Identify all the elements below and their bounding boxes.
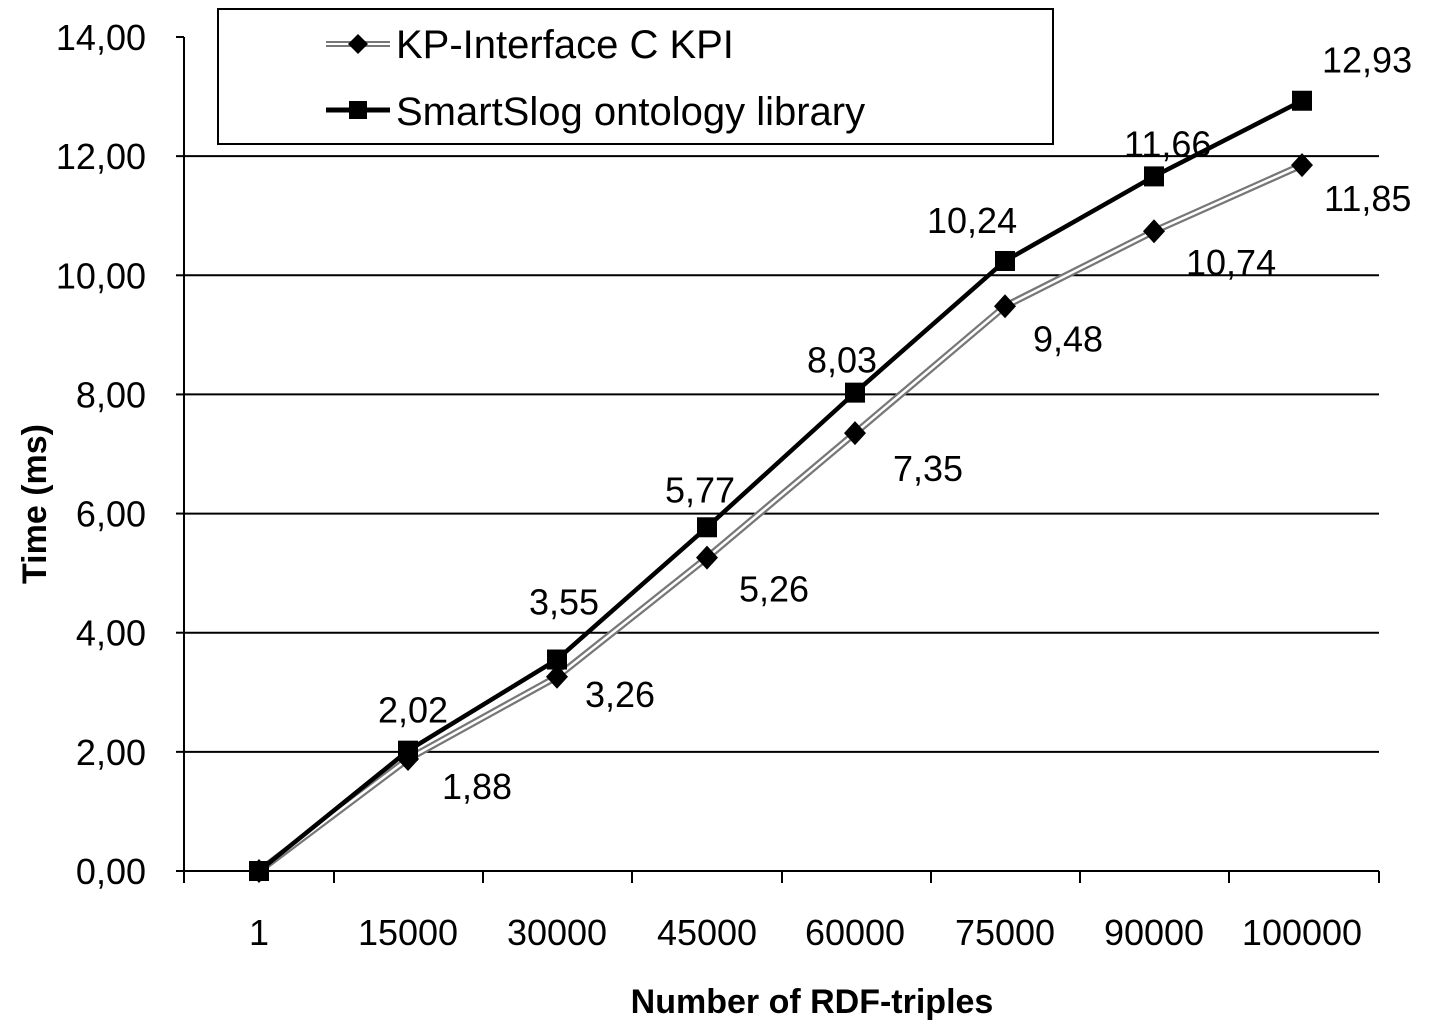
y-tick-label: 12,00 (56, 136, 146, 177)
y-tick-label: 2,00 (76, 732, 146, 773)
data-label-smartslog: 2,02 (378, 690, 448, 731)
data-point-smartslog (249, 861, 269, 881)
y-tick-label: 0,00 (76, 851, 146, 892)
data-point-kpi (994, 294, 1016, 319)
data-point-kpi (1143, 219, 1165, 244)
axes (176, 36, 1380, 883)
x-tick-label: 1 (249, 912, 269, 953)
legend-label-kpi: KP-Interface C KPI (396, 23, 734, 67)
legend-label-smartslog: SmartSlog ontology library (396, 90, 865, 134)
data-labels: 1,88 3,26 5,26 7,35 9,48 10,74 11,85 2,02 3,55 5,… (378, 40, 1412, 807)
y-axis-title: Time (ms) (16, 424, 54, 584)
y-tick-label: 10,00 (56, 255, 146, 296)
data-point-kpi (546, 664, 568, 689)
data-point-smartslog (697, 517, 717, 538)
data-label-kpi: 3,26 (585, 674, 655, 715)
y-tick-label: 4,00 (76, 613, 146, 654)
data-point-smartslog (398, 740, 418, 761)
legend-box (217, 8, 1054, 145)
x-tick-label: 100000 (1242, 912, 1362, 953)
gridlines (184, 155, 1379, 753)
x-tick-label: 45000 (657, 912, 757, 953)
data-label-smartslog: 3,55 (529, 582, 599, 623)
data-label-smartslog: 12,93 (1322, 40, 1412, 81)
data-point-smartslog (995, 250, 1015, 271)
data-label-kpi: 9,48 (1033, 318, 1103, 359)
legend-swatch-kpi (326, 34, 390, 54)
x-tick-label: 75000 (955, 912, 1055, 953)
legend-swatch-smartslog (326, 101, 390, 119)
data-label-kpi: 5,26 (739, 569, 809, 610)
data-label-smartslog: 11,66 (1124, 123, 1211, 164)
y-tick-label: 8,00 (76, 374, 146, 415)
x-tick-label: 15000 (358, 912, 458, 953)
data-point-smartslog (1292, 90, 1312, 111)
y-tick-label: 6,00 (76, 494, 146, 535)
data-label-smartslog: 8,03 (807, 340, 877, 381)
series-line-kpi-inner (258, 163, 1303, 872)
data-point-smartslog (845, 382, 865, 403)
data-label-kpi: 7,35 (893, 448, 963, 489)
x-axis-title: Number of RDF-triples (631, 983, 994, 1020)
data-label-kpi: 11,85 (1324, 178, 1411, 219)
series-line-smartslog (257, 98, 1304, 873)
data-point-kpi (844, 421, 866, 446)
x-tick-label: 90000 (1104, 912, 1204, 953)
data-point-smartslog (547, 649, 567, 670)
data-label-smartslog: 5,77 (665, 469, 735, 510)
x-tick-label: 60000 (805, 912, 905, 953)
series-line-kpi (256, 161, 1304, 874)
data-label-kpi: 1,88 (442, 766, 512, 807)
data-point-kpi (696, 545, 718, 570)
y-tick-label: 14,00 (56, 17, 146, 58)
data-point-smartslog (1144, 166, 1164, 187)
x-tick-label: 30000 (507, 912, 607, 953)
data-label-smartslog: 10,24 (927, 200, 1017, 241)
data-label-kpi: 10,74 (1186, 242, 1276, 283)
series-lines (248, 90, 1313, 883)
tick-labels: 0,00 2,00 4,00 6,00 8,00 10,00 12,00 14,00 1 1500… (56, 17, 1362, 953)
data-point-kpi (1291, 153, 1313, 178)
legend: KP-Interface C KPI SmartSlog ontology li… (217, 8, 1054, 145)
